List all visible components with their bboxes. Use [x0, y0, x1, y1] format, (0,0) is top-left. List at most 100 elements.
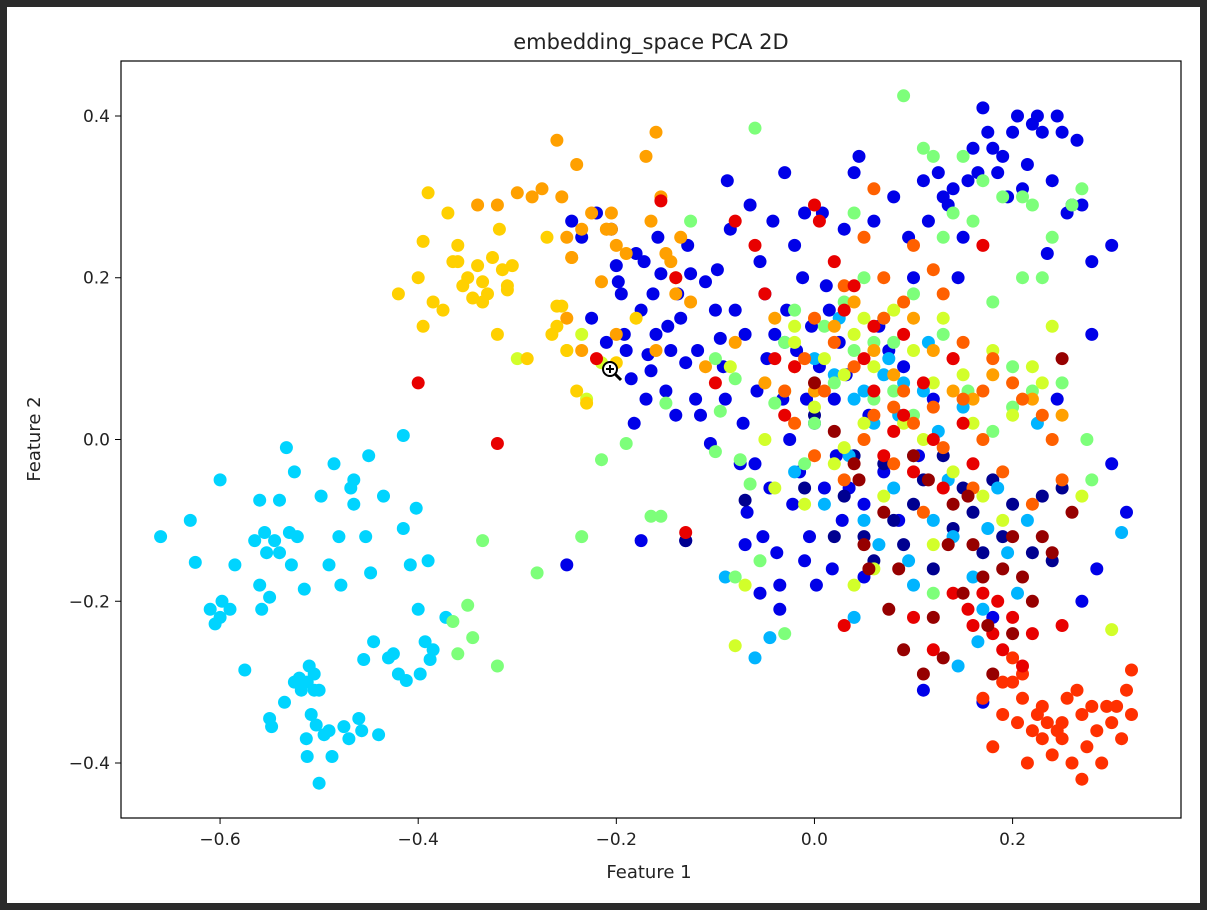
data-point — [1035, 699, 1049, 713]
data-point — [1006, 376, 1020, 390]
data-point — [936, 481, 950, 495]
data-point — [872, 538, 886, 552]
data-point — [976, 101, 990, 115]
data-point — [1006, 627, 1020, 641]
data-point — [817, 352, 831, 366]
data-point — [916, 174, 930, 188]
data-point — [887, 335, 901, 349]
data-point — [1120, 683, 1133, 697]
data-point — [595, 453, 608, 467]
data-point — [421, 186, 435, 200]
data-point — [951, 271, 965, 285]
data-point — [812, 214, 826, 228]
data-point — [1016, 392, 1029, 406]
data-point — [768, 327, 782, 341]
data-point — [1090, 724, 1104, 738]
data-point — [857, 513, 871, 527]
data-point — [595, 275, 608, 289]
data-point — [966, 538, 980, 552]
data-point — [1110, 699, 1124, 713]
data-point — [228, 558, 242, 572]
data-point — [367, 635, 381, 649]
data-point — [728, 372, 742, 386]
x-tick-label: −0.2 — [596, 830, 637, 850]
data-point — [996, 190, 1010, 204]
data-point — [976, 433, 990, 446]
data-point — [936, 287, 950, 301]
data-point — [555, 299, 569, 313]
data-point — [565, 251, 579, 264]
data-points — [154, 89, 1138, 790]
data-point — [847, 610, 861, 624]
data-point — [808, 416, 821, 430]
data-point — [525, 190, 539, 204]
data-point — [837, 368, 851, 382]
data-point — [837, 441, 851, 455]
data-point — [887, 481, 901, 495]
data-point — [996, 708, 1010, 721]
data-point — [926, 586, 940, 600]
data-point — [1025, 627, 1039, 641]
data-point — [766, 214, 780, 228]
data-point — [476, 295, 490, 309]
data-point — [325, 750, 339, 763]
data-point — [644, 509, 658, 523]
data-point — [253, 578, 267, 592]
data-point — [1025, 392, 1039, 406]
x-tick-label: −0.6 — [199, 830, 240, 850]
data-point — [966, 505, 980, 519]
data-point — [651, 230, 665, 244]
data-point — [966, 570, 980, 584]
data-point — [827, 335, 841, 349]
data-point — [649, 327, 663, 341]
data-point — [976, 238, 990, 252]
data-point — [1070, 683, 1084, 697]
data-point — [808, 400, 821, 414]
data-point — [1055, 619, 1069, 632]
data-point — [659, 384, 673, 398]
data-point — [713, 331, 727, 345]
data-point — [1006, 530, 1020, 544]
data-point — [946, 384, 960, 398]
data-point — [1075, 198, 1089, 212]
data-point — [827, 255, 841, 269]
data-point — [857, 311, 871, 325]
data-point — [1075, 182, 1089, 196]
data-point — [223, 602, 237, 616]
data-point — [996, 513, 1010, 527]
data-point — [718, 570, 732, 584]
data-point — [639, 149, 653, 163]
data-point — [961, 174, 975, 188]
data-point — [966, 416, 980, 430]
y-tick-label: 0.0 — [83, 431, 110, 451]
data-point — [803, 530, 816, 544]
data-point — [490, 437, 504, 450]
data-point — [996, 643, 1010, 657]
data-point — [490, 327, 504, 341]
data-point — [372, 728, 386, 742]
data-point — [798, 206, 812, 220]
data-point — [827, 424, 841, 438]
data-point — [857, 230, 871, 244]
y-axis-ticks: −0.4 −0.2 0.0 0.2 0.4 — [69, 107, 121, 774]
data-point — [304, 708, 318, 721]
data-point — [897, 538, 911, 552]
data-point — [278, 695, 291, 709]
data-point — [585, 311, 599, 325]
data-point — [857, 433, 871, 446]
data-point — [1025, 724, 1039, 738]
data-point — [1120, 505, 1133, 519]
y-tick-label: −0.4 — [69, 754, 110, 774]
data-point — [327, 457, 341, 471]
data-point — [436, 303, 450, 317]
data-point — [599, 222, 613, 236]
data-point — [411, 602, 425, 616]
data-point — [778, 335, 792, 349]
data-point — [253, 493, 267, 507]
data-point — [817, 319, 831, 333]
data-point — [629, 311, 643, 325]
data-point — [1055, 716, 1069, 730]
data-point — [897, 384, 911, 398]
data-point — [798, 481, 812, 495]
data-point — [355, 724, 369, 738]
